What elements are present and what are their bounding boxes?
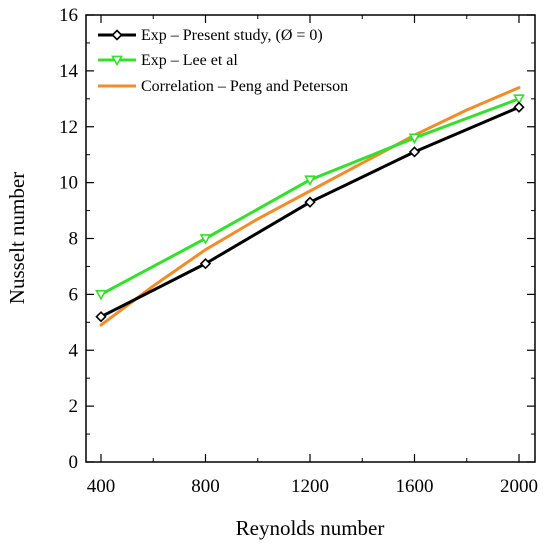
series-line-2	[99, 86, 521, 327]
y-tick-label: 0	[69, 452, 79, 473]
y-tick-label: 4	[69, 340, 79, 361]
data-point	[304, 175, 316, 186]
legend: Exp – Present study, (Ø = 0) Exp – Lee et…	[98, 27, 348, 95]
axis-ticks	[86, 14, 535, 463]
data-point	[513, 101, 525, 113]
y-tick-label: 16	[59, 5, 78, 26]
legend-marker-1	[111, 55, 123, 67]
data-point	[199, 234, 212, 245]
y-tick-label: 8	[69, 229, 79, 250]
data-point	[408, 146, 421, 158]
series-line-0	[99, 105, 521, 319]
x-tick-label: 400	[87, 476, 116, 497]
axis-tick-labels: 0 2 4 6 8 10 12 14 16 400 800 1200 1600 2000	[59, 5, 538, 497]
series-group	[95, 86, 525, 327]
y-axis-title: Nusselt number	[5, 172, 29, 304]
y-tick-label: 2	[69, 396, 79, 417]
data-point	[304, 196, 316, 208]
data-point	[95, 311, 107, 323]
x-tick-label: 1200	[291, 476, 329, 497]
data-point	[408, 133, 421, 145]
data-point	[199, 258, 212, 270]
legend-label-2: Correlation – Peng and Peterson	[141, 78, 348, 95]
x-tick-label: 1600	[396, 476, 434, 497]
x-tick-label: 2000	[500, 476, 538, 497]
legend-label-0: Exp – Present study, (Ø = 0)	[141, 27, 323, 44]
x-axis-title: Reynolds number	[236, 516, 385, 540]
y-tick-label: 14	[59, 61, 79, 82]
data-point	[95, 289, 107, 301]
legend-label-1: Exp – Lee et al	[141, 52, 238, 69]
y-tick-label: 12	[59, 117, 78, 138]
y-tick-label: 10	[59, 173, 78, 194]
data-point	[513, 94, 525, 105]
x-tick-label: 800	[191, 476, 220, 497]
y-tick-label: 6	[69, 284, 79, 305]
legend-marker-0	[111, 29, 123, 41]
